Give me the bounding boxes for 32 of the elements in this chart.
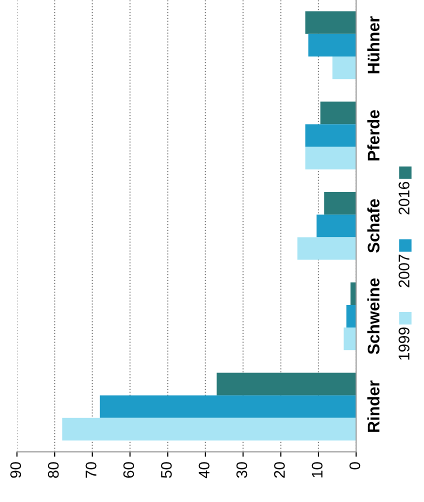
bar bbox=[320, 102, 356, 124]
x-tick-label: 30 bbox=[236, 462, 248, 478]
bar bbox=[305, 124, 356, 147]
bar bbox=[346, 304, 356, 328]
bar bbox=[316, 214, 356, 238]
x-tick-label: 10 bbox=[312, 462, 323, 478]
y-tick-label: Schafe bbox=[367, 199, 380, 253]
bar bbox=[62, 418, 356, 441]
legend-label: 2007 bbox=[398, 254, 410, 288]
bar bbox=[305, 146, 356, 170]
y-tick-label: Rinder bbox=[367, 380, 380, 432]
bar bbox=[308, 34, 356, 56]
x-tick-label: 0 bbox=[349, 462, 360, 470]
bar bbox=[297, 237, 356, 260]
y-tick-label: Hühner bbox=[367, 16, 380, 74]
bar bbox=[100, 395, 356, 418]
y-tick-label: Schweine bbox=[367, 278, 380, 354]
x-tick-label: 20 bbox=[274, 462, 285, 478]
y-tick-label: Pferde bbox=[367, 110, 380, 160]
legend-label: 2016 bbox=[398, 182, 410, 214]
x-tick-label: 70 bbox=[86, 462, 96, 478]
x-tick-label: 40 bbox=[198, 462, 210, 478]
x-tick-label: 90 bbox=[10, 462, 22, 478]
x-tick-label: 60 bbox=[123, 462, 134, 478]
bar bbox=[332, 56, 356, 80]
bar bbox=[344, 328, 356, 350]
bar bbox=[216, 372, 356, 396]
x-tick-label: 50 bbox=[161, 462, 172, 478]
x-tick-label: 80 bbox=[48, 462, 59, 478]
legend-label: 1999 bbox=[398, 328, 410, 360]
bar bbox=[305, 11, 356, 34]
bar bbox=[324, 192, 356, 215]
